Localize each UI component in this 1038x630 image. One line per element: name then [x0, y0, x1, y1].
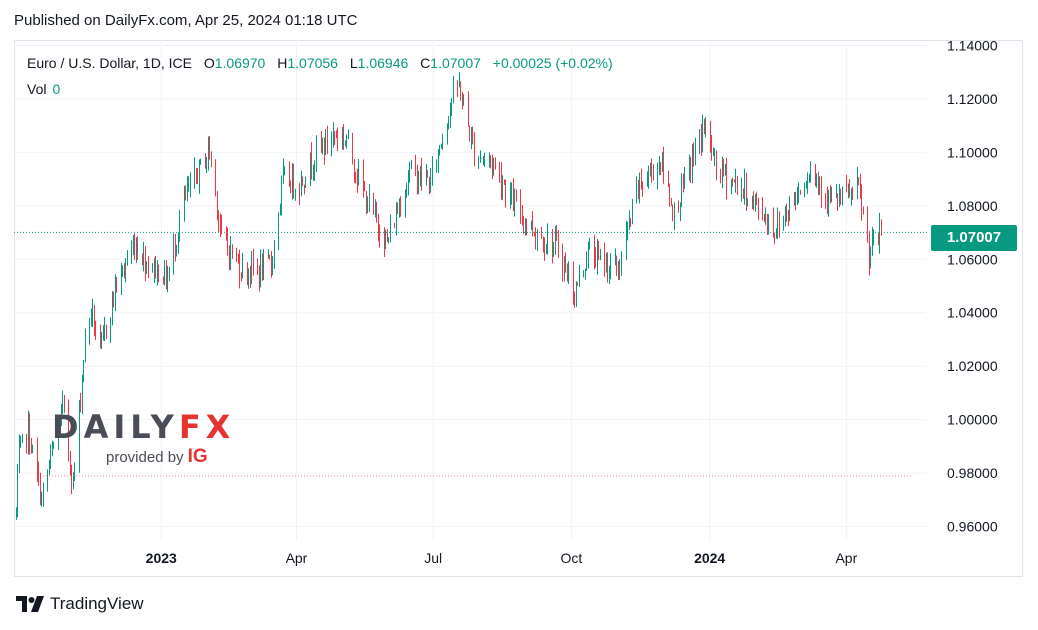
y-axis: 1.14000 1.12000 1.10000 1.08000 1.06000 1.040…	[947, 37, 998, 534]
reference-lines	[14, 231, 928, 477]
x-tick-label: Jul	[424, 550, 442, 566]
low-label: L	[349, 55, 358, 71]
tradingview-label: TradingView	[50, 594, 144, 613]
high-value: 1.07056	[287, 55, 338, 71]
chart-frame[interactable]	[14, 40, 1023, 577]
tradingview-icon	[16, 596, 44, 612]
x-tick-label: Apr	[835, 550, 857, 566]
candles	[16, 72, 882, 520]
y-tick-label: 1.08000	[947, 198, 998, 214]
volume-legend: Vol 0	[27, 81, 60, 97]
provided-by-text: provided by	[106, 449, 184, 466]
x-tick-label: 2024	[694, 550, 725, 566]
y-tick-label: 1.12000	[947, 91, 998, 107]
y-tick-label: 0.98000	[947, 465, 998, 481]
high-label: H	[277, 55, 288, 71]
change-value: +0.00025 (+0.02%)	[492, 55, 613, 71]
x-tick-label: 2023	[146, 550, 177, 566]
y-tick-label: 0.96000	[947, 519, 998, 535]
x-tick-label: Oct	[561, 550, 583, 566]
published-note: Published on DailyFx.com, Apr 25, 2024 0…	[14, 12, 358, 29]
open-label: O	[203, 55, 215, 71]
y-tick-label: 1.00000	[947, 412, 998, 428]
ig-logo: IG	[187, 446, 208, 467]
volume-label: Vol	[27, 81, 47, 97]
x-tick-label: Apr	[286, 550, 308, 566]
dailyfx-logo: DAILYFX provided by IG	[52, 408, 236, 467]
open-value: 1.06970	[214, 55, 266, 71]
close-label: C	[420, 55, 431, 71]
low-value: 1.06946	[357, 55, 409, 71]
logo-fx: FX	[178, 408, 236, 446]
x-axis: 2023 Apr Jul Oct 2024 Apr	[146, 550, 858, 566]
volume-value: 0	[52, 81, 61, 97]
y-tick-label: 1.06000	[947, 251, 998, 267]
last-price-tag: 1.07007	[931, 225, 1017, 251]
close-value: 1.07007	[430, 55, 481, 71]
symbol-label: Euro / U.S. Dollar, 1D, ICE	[27, 55, 192, 71]
y-tick-label: 1.10000	[947, 144, 998, 160]
logo-daily: DAILY	[52, 408, 179, 446]
y-tick-label: 1.14000	[947, 37, 998, 53]
ohlc-legend: Euro / U.S. Dollar, 1D, ICE O1.06970 H1.…	[27, 55, 613, 71]
y-tick-label: 1.04000	[947, 305, 998, 321]
y-tick-label: 1.02000	[947, 358, 998, 374]
tradingview-footer[interactable]: TradingView	[16, 594, 144, 614]
grid	[14, 40, 926, 540]
